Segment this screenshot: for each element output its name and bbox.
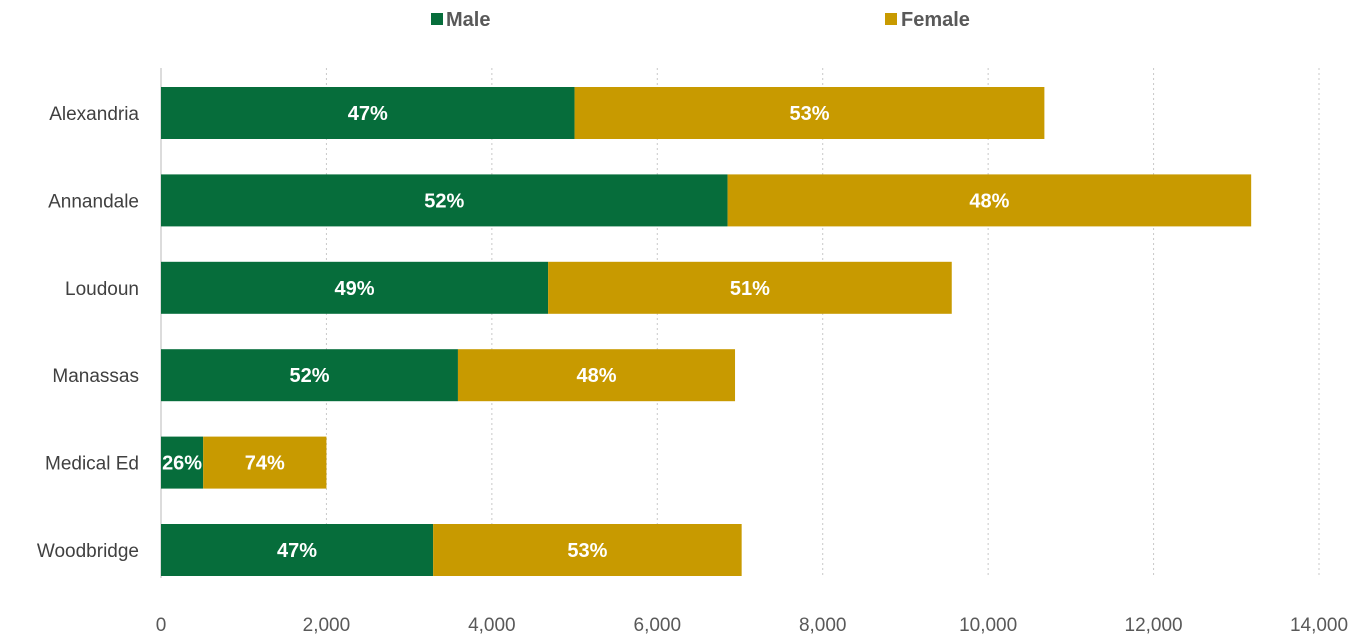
legend-label-male: Male: [446, 9, 490, 31]
legend: Male Female: [431, 9, 970, 31]
bar-data-label: 47%: [348, 103, 388, 125]
bar-data-label: 48%: [576, 365, 616, 387]
bar-data-label: 52%: [424, 190, 464, 212]
grid-lines: [325, 68, 1320, 578]
x-tick-label: 4,000: [468, 615, 516, 636]
x-tick-label: 10,000: [959, 615, 1017, 636]
category-labels: Alexandria Annandale Loudoun Manassas Medica…: [37, 104, 140, 562]
bar-female: [457, 349, 736, 402]
x-tick-label: 14,000: [1290, 615, 1348, 636]
bar-male: [161, 261, 549, 314]
bar-male: [161, 174, 728, 227]
bars: [161, 87, 1252, 576]
category-label: Woodbridge: [37, 541, 139, 562]
bar-female: [548, 261, 952, 314]
category-label: Alexandria: [49, 104, 139, 125]
legend-label-female: Female: [901, 9, 970, 31]
bar-data-label: 51%: [730, 278, 770, 300]
bar-male: [161, 524, 434, 576]
category-label: Loudoun: [65, 279, 139, 300]
x-tick-label: 6,000: [634, 615, 682, 636]
x-tick-label: 0: [156, 615, 167, 636]
bar-data-label: 48%: [969, 190, 1009, 212]
bar-male: [161, 87, 575, 139]
bar-data-label: 26%: [162, 453, 202, 475]
legend-swatch-male: [431, 13, 443, 25]
bar-female: [433, 524, 742, 576]
bar-male: [161, 436, 204, 489]
x-axis-ticks: 0 2,000 4,000 6,000 8,000 10,000 12,000 14,000: [156, 615, 1348, 636]
category-label: Manassas: [52, 366, 139, 387]
bar-data-label: 53%: [789, 103, 829, 125]
bar-female: [727, 174, 1252, 227]
bar-data-label: 49%: [335, 278, 375, 300]
data-labels: 47% 53% 52% 48% 49% 51% 52% 48% 26% 74% 47% 53%: [162, 103, 1010, 562]
bar-male: [161, 349, 458, 402]
bar-data-label: 47%: [277, 540, 317, 562]
category-label: Medical Ed: [45, 454, 139, 475]
x-tick-label: 8,000: [799, 615, 847, 636]
bar-female: [203, 436, 327, 489]
bar-data-label: 52%: [289, 365, 329, 387]
bar-data-label: 53%: [567, 540, 607, 562]
bar-female: [574, 87, 1045, 139]
legend-swatch-female: [885, 13, 897, 25]
category-label: Annandale: [48, 191, 139, 212]
x-tick-label: 12,000: [1125, 615, 1183, 636]
bar-data-label: 74%: [245, 453, 285, 475]
x-tick-label: 2,000: [303, 615, 351, 636]
